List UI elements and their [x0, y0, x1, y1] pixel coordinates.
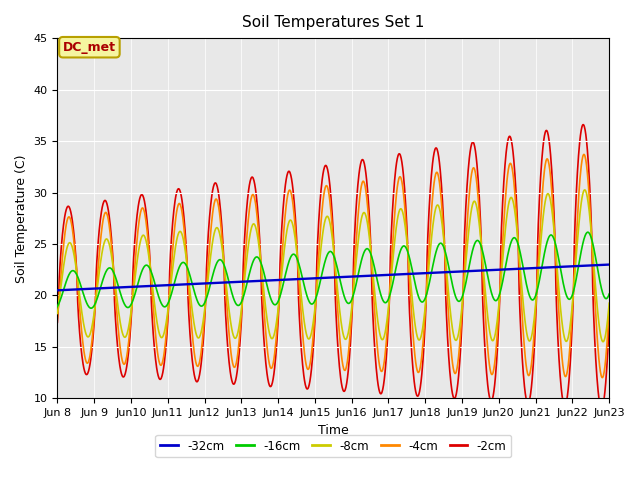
- Y-axis label: Soil Temperature (C): Soil Temperature (C): [15, 154, 28, 283]
- Line: -4cm: -4cm: [58, 155, 609, 378]
- -8cm: [284, 226, 291, 231]
- -16cm: [271, 302, 278, 308]
- -16cm: [509, 236, 517, 241]
- -8cm: [270, 333, 278, 338]
- -16cm: [419, 299, 426, 305]
- -2cm: [284, 171, 291, 177]
- Text: DC_met: DC_met: [63, 41, 116, 54]
- -4cm: [418, 353, 426, 359]
- -4cm: [54, 315, 61, 321]
- -2cm: [605, 318, 613, 324]
- -8cm: [175, 229, 183, 235]
- -4cm: [509, 168, 516, 174]
- -8cm: [418, 330, 426, 336]
- -8cm: [581, 187, 589, 193]
- -32cm: [509, 266, 516, 272]
- -4cm: [605, 305, 613, 311]
- -2cm: [418, 372, 426, 377]
- -8cm: [509, 197, 516, 203]
- -4cm: [270, 357, 278, 362]
- -16cm: [176, 264, 184, 269]
- Line: -2cm: -2cm: [58, 125, 609, 408]
- -8cm: [599, 339, 607, 345]
- -16cm: [87, 305, 95, 311]
- Line: -32cm: -32cm: [58, 264, 609, 290]
- Legend: -32cm, -16cm, -8cm, -4cm, -2cm: -32cm, -16cm, -8cm, -4cm, -2cm: [156, 435, 511, 457]
- -32cm: [284, 276, 291, 282]
- -8cm: [605, 300, 613, 306]
- X-axis label: Time: Time: [318, 424, 349, 437]
- -4cm: [556, 331, 564, 336]
- -2cm: [579, 122, 587, 128]
- -4cm: [598, 375, 606, 381]
- Title: Soil Temperatures Set 1: Soil Temperatures Set 1: [242, 15, 424, 30]
- -32cm: [175, 282, 183, 288]
- -2cm: [556, 373, 564, 379]
- -4cm: [580, 152, 588, 157]
- -32cm: [270, 277, 278, 283]
- Line: -8cm: -8cm: [58, 190, 609, 342]
- -16cm: [284, 263, 292, 269]
- Line: -16cm: -16cm: [58, 232, 609, 308]
- -8cm: [54, 311, 61, 316]
- -16cm: [557, 266, 564, 272]
- -32cm: [605, 262, 613, 267]
- -4cm: [175, 201, 183, 206]
- -16cm: [584, 229, 591, 235]
- -16cm: [54, 303, 61, 309]
- -16cm: [605, 291, 613, 297]
- -2cm: [54, 319, 61, 325]
- -32cm: [54, 288, 61, 293]
- -2cm: [270, 371, 278, 377]
- -2cm: [175, 186, 183, 192]
- -2cm: [598, 405, 605, 411]
- -2cm: [509, 145, 516, 151]
- -8cm: [556, 301, 564, 307]
- -32cm: [418, 270, 426, 276]
- -4cm: [284, 194, 291, 200]
- -32cm: [556, 264, 564, 270]
